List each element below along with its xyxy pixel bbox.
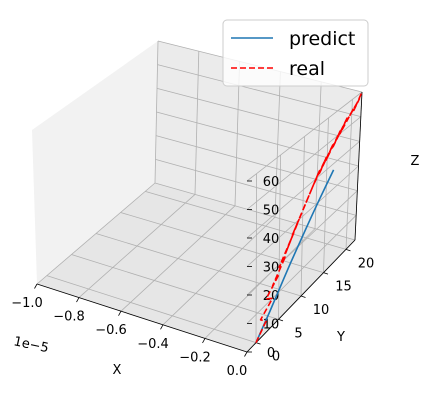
- z-tick-label: 60: [263, 175, 280, 190]
- grid-line-y-floor: [95, 233, 302, 297]
- x-axis-label: X: [113, 363, 122, 378]
- grid-line-z-back: [154, 182, 356, 241]
- y-axis-label: Y: [336, 330, 345, 345]
- x-tick-label: −0.6: [95, 323, 127, 338]
- legend: predict real: [222, 19, 369, 87]
- grid-line-z-side: [246, 116, 362, 210]
- y-tick-mark: [278, 318, 284, 322]
- x-axis-offset-text: 1e−5: [12, 334, 50, 356]
- grid-line-y-floor: [145, 191, 347, 250]
- y-tick-label: 15: [335, 280, 352, 295]
- x-tick-label: −1.0: [11, 296, 43, 311]
- z-tick-label: 40: [263, 232, 280, 247]
- grid-line-z-side: [246, 91, 363, 182]
- y-tick-label: 20: [358, 256, 375, 271]
- x-tick-label: 0.0: [227, 364, 248, 379]
- grid-line-z-side: [246, 141, 360, 239]
- grid-line-z-back: [156, 87, 360, 142]
- x-tick-label: −0.4: [137, 337, 169, 352]
- floor-pane: [37, 183, 355, 352]
- series-lines: [255, 91, 363, 344]
- grid-line-z-side: [246, 215, 357, 324]
- legend-frame: [222, 19, 369, 87]
- legend-predict-label: predict: [289, 28, 355, 50]
- x-tick-mark: [76, 297, 80, 303]
- legend-real-label: real: [289, 58, 325, 80]
- series-line-predict: [255, 169, 335, 344]
- grid-line-z-back: [156, 111, 359, 167]
- x-tick-mark: [160, 324, 164, 330]
- x-axis-ticks: −1.0 −0.8 −0.6 −0.4 −0.2 0.0: [11, 283, 248, 379]
- z-tick-label: 0: [267, 346, 275, 361]
- y-tick-mark: [345, 248, 351, 252]
- y-tick-label: 10: [313, 303, 330, 318]
- grid-line-z-side: [246, 165, 359, 267]
- grid-line-z-back: [157, 64, 361, 118]
- z-tick-label: 50: [263, 204, 280, 219]
- grid-line-z-back: [155, 158, 357, 216]
- y-tick-label: 5: [294, 326, 302, 341]
- x-tick-mark: [244, 351, 248, 357]
- y-tick-label: 0: [272, 350, 280, 365]
- grid-line-y-floor: [71, 254, 279, 320]
- z-tick-label: 10: [263, 318, 280, 333]
- axes-panes: [32, 41, 362, 352]
- x-tick-mark: [202, 338, 206, 344]
- y-tick-mark: [300, 295, 306, 298]
- grid-line-y-floor: [120, 212, 324, 274]
- grid-line-y-floor: [46, 275, 257, 344]
- back-pane: [32, 41, 158, 284]
- grid-line-z-back: [155, 135, 358, 192]
- side-pane: [155, 41, 362, 240]
- y-tick-mark: [323, 272, 329, 275]
- z-axis-label: Z: [411, 154, 420, 169]
- x-tick-label: −0.2: [179, 350, 211, 365]
- z-tick-label: 30: [263, 261, 280, 276]
- x-tick-mark: [34, 283, 38, 289]
- grid-line-z-side: [246, 190, 358, 296]
- x-tick-mark: [118, 311, 122, 316]
- z-axis-line: [354, 91, 363, 241]
- x-tick-label: −0.8: [53, 310, 85, 325]
- x-axis-line: [36, 283, 248, 353]
- series-line-real: [255, 91, 363, 344]
